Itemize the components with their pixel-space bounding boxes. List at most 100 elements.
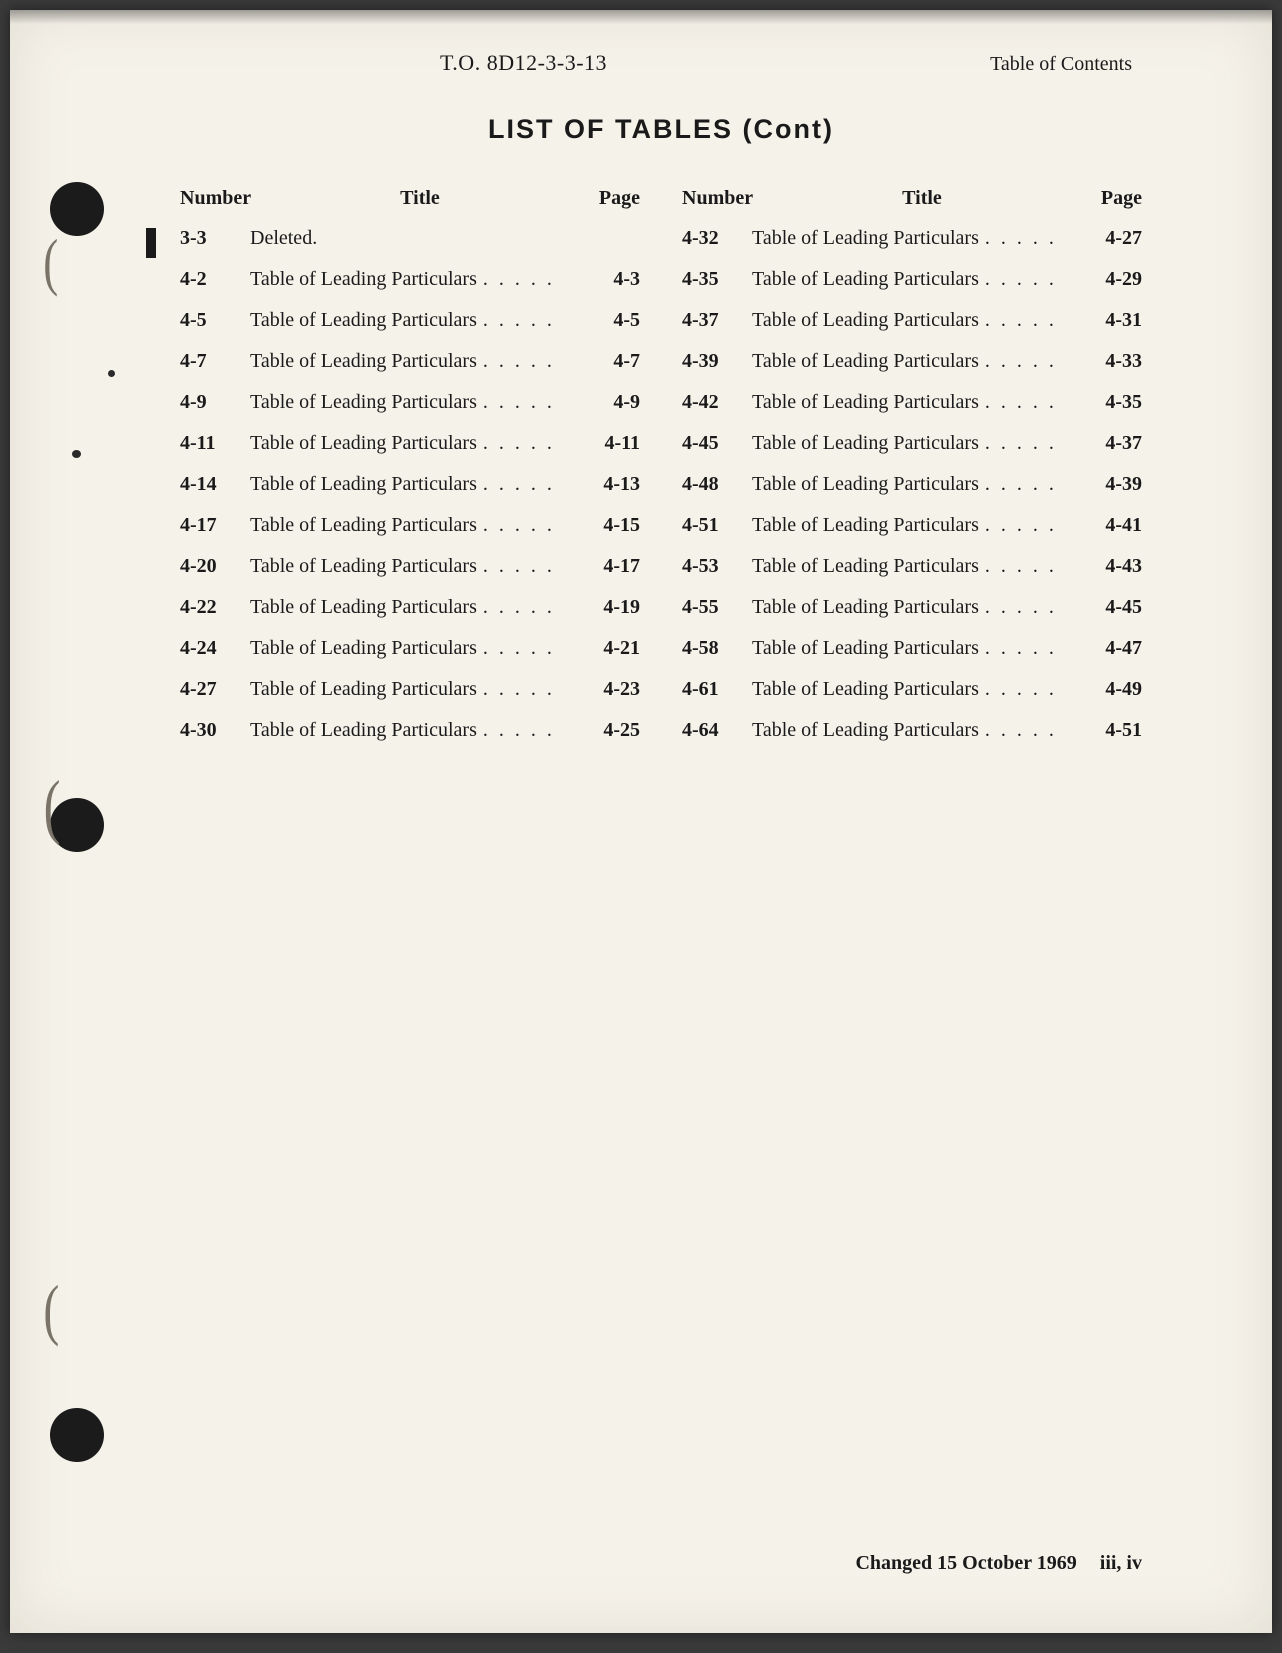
table-entry: 4-42Table of Leading Particulars. . . . … [682,392,1142,412]
leader-dots: . . . . . [979,351,1059,371]
entry-number: 4-11 [180,433,250,453]
entry-title: Table of Leading Particulars. . . . . [752,597,1082,617]
entry-page: 4-3 [580,269,640,289]
entry-number: 4-20 [180,556,250,576]
header-number: Number [682,187,762,210]
leader-dots: . . . . . [477,433,557,453]
entry-page: 4-15 [580,515,640,535]
entry-number: 3-3 [180,228,250,248]
entry-page: 4-43 [1082,556,1142,576]
page-title: LIST OF TABLES (Cont) [180,114,1142,145]
leader-dots: . . . . . [477,679,557,699]
entry-number: 4-35 [682,269,752,289]
entry-page: 4-17 [580,556,640,576]
leader-dots: . . . . . [979,556,1059,576]
right-column: Number Title Page 4-32Table of Leading P… [682,187,1142,761]
leader-dots: . . . . . [979,433,1059,453]
leader-dots: . . . . . [979,228,1059,248]
entry-number: 4-37 [682,310,752,330]
table-entry: 4-37Table of Leading Particulars. . . . … [682,310,1142,330]
entry-title: Table of Leading Particulars. . . . . [250,556,580,576]
entry-title: Table of Leading Particulars. . . . . [250,679,580,699]
column-headers: Number Title Page [180,187,640,210]
right-entries: 4-32Table of Leading Particulars. . . . … [682,228,1142,740]
entry-title-text: Table of Leading Particulars [250,515,477,535]
entry-title-text: Table of Leading Particulars [250,638,477,658]
entry-title: Table of Leading Particulars. . . . . [250,433,580,453]
column-headers: Number Title Page [682,187,1142,210]
entry-number: 4-24 [180,638,250,658]
entry-title: Table of Leading Particulars. . . . . [250,392,580,412]
entry-number: 4-45 [682,433,752,453]
entry-page: 4-37 [1082,433,1142,453]
entry-title-text: Table of Leading Particulars [250,351,477,371]
entry-title: Table of Leading Particulars. . . . . [250,720,580,740]
entry-page: 4-51 [1082,720,1142,740]
table-entry: 4-2Table of Leading Particulars. . . . .… [180,269,640,289]
entry-title-text: Deleted. [250,228,317,248]
entry-title-text: Table of Leading Particulars [250,433,477,453]
entry-title: Table of Leading Particulars. . . . . [752,351,1082,371]
entry-page: 4-5 [580,310,640,330]
entry-number: 4-30 [180,720,250,740]
entry-title-text: Table of Leading Particulars [752,228,979,248]
entry-title: Table of Leading Particulars. . . . . [752,679,1082,699]
table-entry: 4-22Table of Leading Particulars. . . . … [180,597,640,617]
entry-page: 4-9 [580,392,640,412]
entry-page: 4-47 [1082,638,1142,658]
leader-dots: . . . . . [979,310,1059,330]
list-columns: Number Title Page 3-3Deleted.4-2Table of… [180,187,1142,761]
table-entry: 4-45Table of Leading Particulars. . . . … [682,433,1142,453]
left-column: Number Title Page 3-3Deleted.4-2Table of… [180,187,640,761]
table-entry: 4-55Table of Leading Particulars. . . . … [682,597,1142,617]
header-page: Page [1082,187,1142,210]
leader-dots: . . . . . [979,679,1059,699]
document-id: T.O. 8D12-3-3-13 [440,50,607,76]
entry-title: Table of Leading Particulars. . . . . [250,474,580,494]
table-entry: 4-11Table of Leading Particulars. . . . … [180,433,640,453]
entry-title: Table of Leading Particulars. . . . . [752,720,1082,740]
page-header: T.O. 8D12-3-3-13 Table of Contents [180,50,1142,76]
table-entry: 4-5Table of Leading Particulars. . . . .… [180,310,640,330]
entry-page: 4-45 [1082,597,1142,617]
entry-page: 4-25 [580,720,640,740]
leader-dots: . . . . . [477,556,557,576]
entry-page: 4-35 [1082,392,1142,412]
entry-number: 4-2 [180,269,250,289]
table-entry: 4-35Table of Leading Particulars. . . . … [682,269,1142,289]
table-entry: 3-3Deleted. [180,228,640,248]
entry-page: 4-23 [580,679,640,699]
entry-page: 4-21 [580,638,640,658]
entry-number: 4-53 [682,556,752,576]
leader-dots: . . . . . [477,720,557,740]
leader-dots: . . . . . [477,474,557,494]
entry-number: 4-48 [682,474,752,494]
entry-number: 4-7 [180,351,250,371]
entry-title-text: Table of Leading Particulars [752,515,979,535]
leader-dots: . . . . . [477,597,557,617]
table-entry: 4-7Table of Leading Particulars. . . . .… [180,351,640,371]
table-entry: 4-53Table of Leading Particulars. . . . … [682,556,1142,576]
entry-title: Table of Leading Particulars. . . . . [250,310,580,330]
entry-title-text: Table of Leading Particulars [250,392,477,412]
entry-number: 4-5 [180,310,250,330]
leader-dots: . . . . . [477,351,557,371]
entry-title: Table of Leading Particulars. . . . . [752,228,1082,248]
header-title: Title [260,187,580,210]
table-entry: 4-48Table of Leading Particulars. . . . … [682,474,1142,494]
page-content: T.O. 8D12-3-3-13 Table of Contents LIST … [10,10,1272,1633]
entry-number: 4-39 [682,351,752,371]
entry-title: Table of Leading Particulars. . . . . [752,515,1082,535]
entry-title-text: Table of Leading Particulars [250,720,477,740]
table-entry: 4-39Table of Leading Particulars. . . . … [682,351,1142,371]
header-title: Title [762,187,1082,210]
entry-title-text: Table of Leading Particulars [752,474,979,494]
entry-number: 4-22 [180,597,250,617]
entry-number: 4-58 [682,638,752,658]
entry-title: Table of Leading Particulars. . . . . [250,351,580,371]
entry-number: 4-61 [682,679,752,699]
leader-dots: . . . . . [979,720,1059,740]
entry-page: 4-29 [1082,269,1142,289]
table-entry: 4-64Table of Leading Particulars. . . . … [682,720,1142,740]
entry-title-text: Table of Leading Particulars [752,638,979,658]
